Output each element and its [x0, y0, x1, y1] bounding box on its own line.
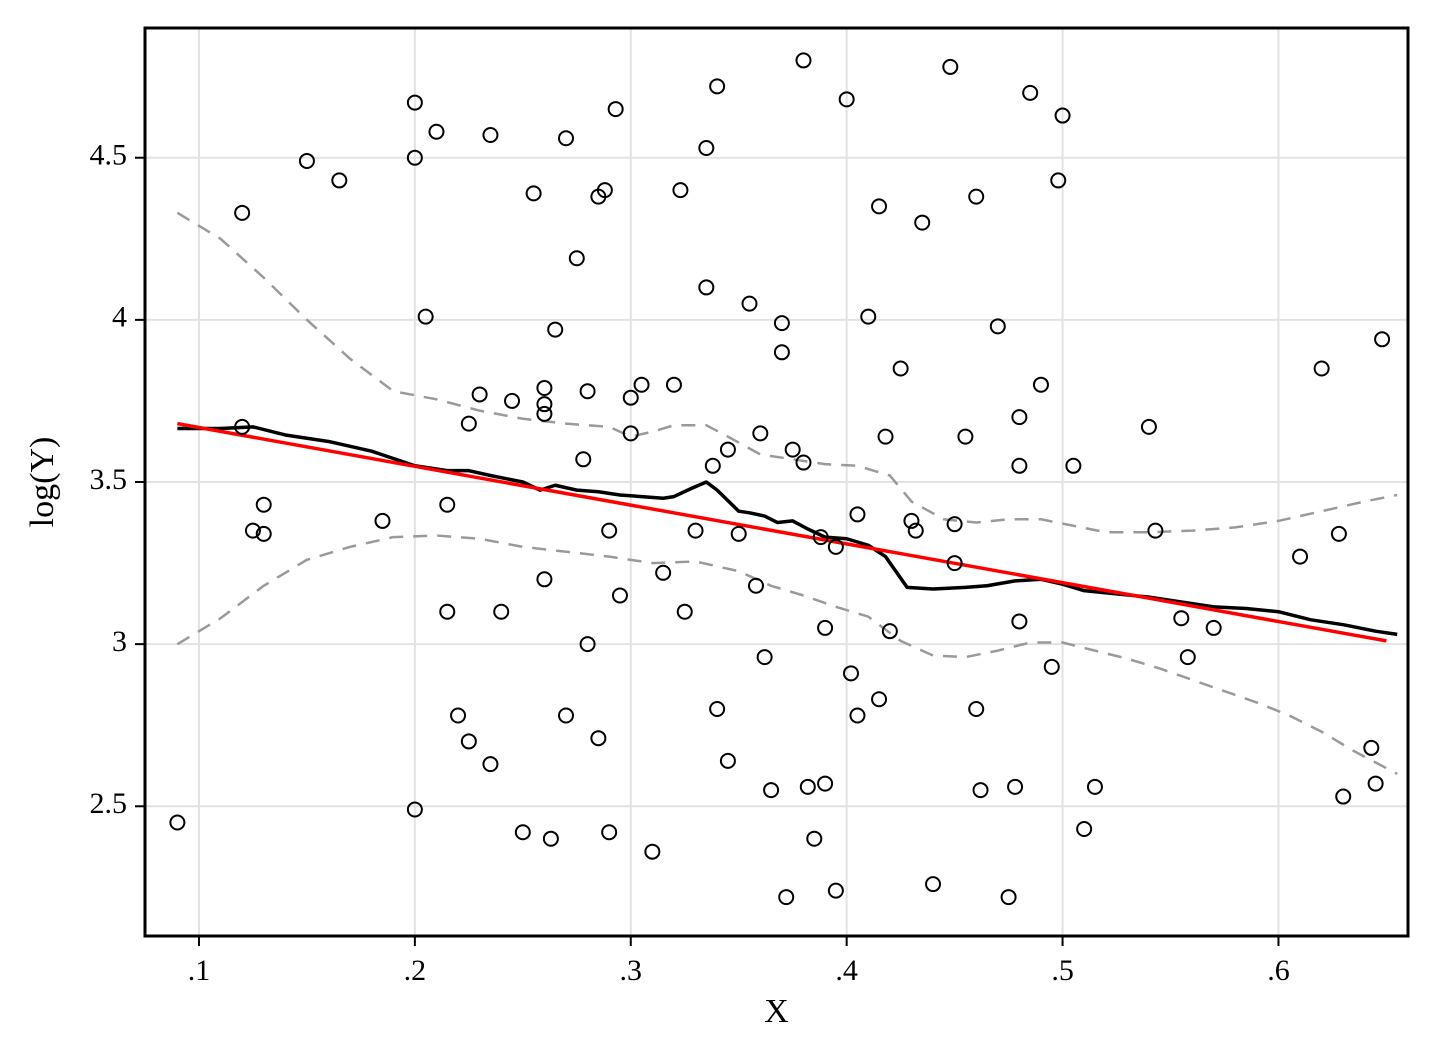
- y-tick-label: 4: [112, 301, 127, 334]
- x-tick-label: .1: [188, 954, 211, 987]
- y-tick-label: 4.5: [90, 139, 128, 172]
- x-tick-label: .3: [620, 954, 643, 987]
- x-tick-label: .6: [1267, 954, 1290, 987]
- y-tick-label: 2.5: [90, 787, 128, 820]
- y-axis-label: log(Y): [24, 437, 61, 528]
- x-tick-label: .4: [835, 954, 858, 987]
- x-tick-label: .5: [1051, 954, 1074, 987]
- x-axis-label: X: [764, 993, 789, 1030]
- scatter-chart: .1 .2 .3 .4 .5 .6 2.5 3 3.5 4 4.5 Xlog(Y): [0, 0, 1454, 1057]
- y-tick-label: 3.5: [90, 463, 128, 496]
- chart-svg: .1 .2 .3 .4 .5 .6 2.5 3 3.5 4 4.5 Xlog(Y): [0, 0, 1454, 1057]
- x-tick-label: .2: [404, 954, 427, 987]
- y-tick-label: 3: [112, 625, 127, 658]
